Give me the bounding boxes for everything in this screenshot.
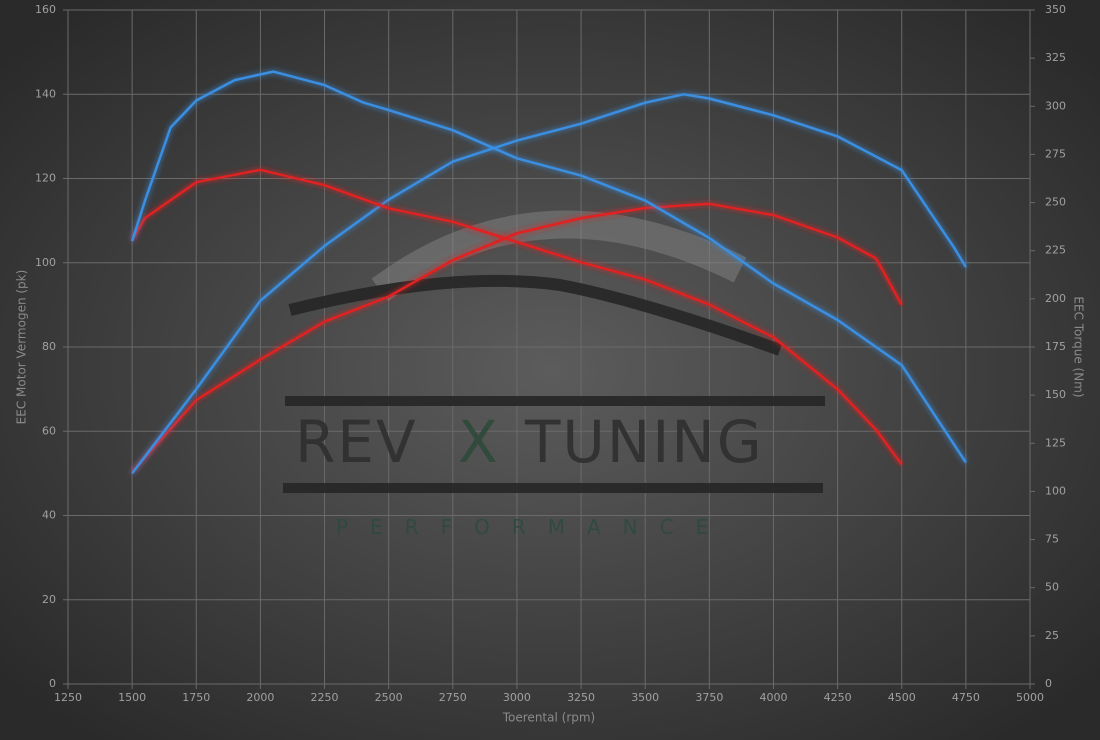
y2-tick-label: 250 (1045, 196, 1066, 209)
y2-tick-label: 275 (1045, 147, 1066, 160)
car-outline (288, 274, 783, 356)
y-tick-label: 120 (35, 172, 56, 185)
watermark-text: TUNING (524, 408, 764, 476)
x-tick-label: 3750 (695, 691, 723, 704)
x-axis-title: Toerental (rpm) (502, 711, 595, 725)
y2-tick-label: 175 (1045, 340, 1066, 353)
x-tick-label: 5000 (1016, 691, 1044, 704)
series-line (131, 168, 903, 466)
y-tick-label: 140 (35, 87, 56, 100)
x-tick-label: 2500 (375, 691, 403, 704)
watermark: REV X TUNING PERFORMANCE (283, 210, 825, 539)
x-tick-label: 2250 (311, 691, 339, 704)
y-tick-label: 20 (42, 593, 56, 606)
y-tick-label: 40 (42, 509, 56, 522)
y-tick-label: 0 (49, 677, 56, 690)
y2-tick-label: 75 (1045, 533, 1059, 546)
watermark-text: REV (295, 408, 418, 476)
y2-tick-label: 200 (1045, 292, 1066, 305)
y2-tick-label: 0 (1045, 677, 1052, 690)
y-tick-label: 60 (42, 424, 56, 437)
x-tick-label: 2750 (439, 691, 467, 704)
watermark-subtext: PERFORMANCE (336, 515, 730, 539)
y2-tick-label: 50 (1045, 581, 1059, 594)
stripe (285, 396, 825, 406)
y-axis-title: EEC Motor Vermogen (pk) (15, 270, 29, 425)
x-tick-label: 3000 (503, 691, 531, 704)
x-tick-label: 4750 (952, 691, 980, 704)
y2-tick-label: 125 (1045, 436, 1066, 449)
series-line (130, 70, 967, 464)
y2-tick-label: 25 (1045, 629, 1059, 642)
x-tick-label: 1750 (182, 691, 210, 704)
y2-axis-title: EEC Torque (Nm) (1072, 296, 1086, 397)
y2-tick-label: 100 (1045, 484, 1066, 497)
y2-tick-label: 225 (1045, 244, 1066, 257)
x-tick-label: 3500 (631, 691, 659, 704)
series-line (131, 202, 903, 473)
x-tick-label: 4000 (759, 691, 787, 704)
x-tick-label: 4500 (888, 691, 916, 704)
y2-tick-label: 300 (1045, 99, 1066, 112)
x-tick-label: 4250 (824, 691, 852, 704)
x-tick-label: 3250 (567, 691, 595, 704)
y-tick-label: 80 (42, 340, 56, 353)
y2-tick-label: 325 (1045, 51, 1066, 64)
y2-tick-label: 350 (1045, 3, 1066, 16)
y-tick-label: 160 (35, 3, 56, 16)
stripe (283, 483, 823, 493)
y2-tick-label: 150 (1045, 388, 1066, 401)
grid (63, 9, 1035, 689)
watermark-text: X (458, 408, 500, 476)
y-tick-label: 100 (35, 256, 56, 269)
series-line (131, 93, 967, 475)
x-tick-label: 1500 (118, 691, 146, 704)
x-tick-label: 2000 (246, 691, 274, 704)
x-tick-label: 1250 (54, 691, 82, 704)
